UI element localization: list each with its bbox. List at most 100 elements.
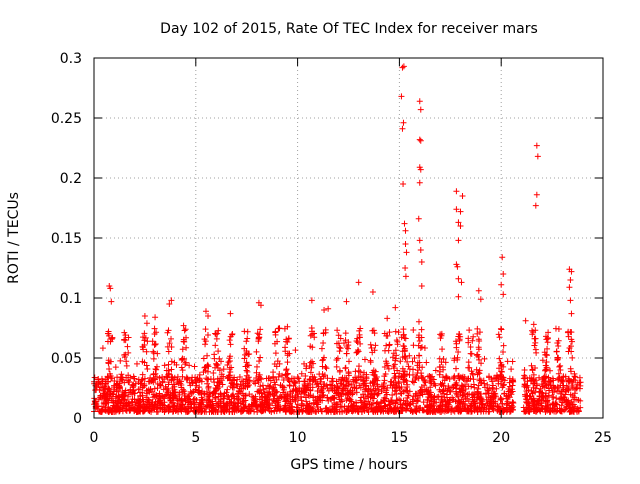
- data-point: [560, 382, 567, 389]
- data-point: [182, 326, 189, 333]
- data-point: [136, 389, 143, 396]
- data-point: [560, 373, 567, 380]
- data-point: [455, 275, 462, 282]
- data-point: [215, 327, 222, 334]
- data-point: [384, 315, 391, 322]
- data-point: [171, 383, 178, 390]
- data-point: [190, 396, 197, 403]
- data-point: [151, 385, 158, 392]
- data-point: [135, 405, 142, 412]
- data-point: [212, 331, 219, 338]
- data-point: [406, 352, 413, 359]
- data-point: [186, 362, 193, 369]
- data-point: [176, 402, 183, 409]
- data-point: [488, 392, 495, 399]
- data-point: [554, 339, 561, 346]
- data-point: [233, 393, 240, 400]
- data-point: [253, 403, 260, 410]
- data-point: [121, 392, 128, 399]
- data-point: [257, 302, 264, 309]
- data-point: [341, 374, 348, 381]
- data-point: [415, 318, 422, 325]
- data-point: [504, 358, 511, 365]
- data-point: [472, 400, 479, 407]
- data-point: [522, 408, 529, 415]
- data-point: [109, 334, 116, 341]
- data-point: [457, 407, 464, 414]
- data-point: [329, 382, 336, 389]
- data-point: [108, 298, 115, 305]
- data-point: [345, 345, 352, 352]
- data-point: [418, 283, 425, 289]
- data-point: [113, 402, 120, 409]
- data-point: [392, 357, 399, 364]
- data-point: [128, 398, 135, 405]
- data-point: [102, 394, 109, 401]
- x-tick-label: 10: [289, 430, 307, 446]
- data-point: [139, 371, 146, 378]
- data-point: [170, 376, 177, 383]
- data-point: [144, 366, 151, 373]
- data-point: [143, 320, 150, 327]
- data-point: [165, 348, 172, 355]
- data-point: [396, 396, 403, 403]
- data-point: [440, 355, 447, 362]
- data-point: [456, 330, 463, 337]
- data-point: [311, 334, 318, 341]
- data-point: [157, 405, 164, 412]
- data-point: [392, 304, 399, 311]
- data-point: [397, 401, 404, 408]
- data-point: [355, 363, 362, 370]
- data-point: [345, 368, 352, 375]
- data-point: [567, 277, 574, 283]
- data-point: [572, 403, 579, 410]
- data-point: [202, 338, 209, 345]
- data-point: [495, 380, 502, 387]
- data-point: [192, 386, 199, 393]
- data-point: [319, 363, 326, 370]
- data-point: [391, 365, 398, 372]
- data-point: [213, 335, 220, 342]
- data-point: [465, 339, 472, 346]
- data-point: [299, 400, 306, 407]
- data-point: [246, 408, 253, 415]
- data-point: [499, 254, 506, 261]
- data-point: [360, 380, 367, 387]
- data-point: [264, 400, 271, 407]
- data-point: [533, 401, 540, 408]
- data-point: [563, 388, 570, 395]
- data-point: [536, 388, 543, 395]
- data-point: [410, 400, 417, 407]
- data-point: [258, 376, 265, 383]
- data-point: [526, 404, 533, 411]
- data-point: [266, 389, 273, 396]
- data-point: [568, 310, 575, 317]
- data-point: [562, 406, 569, 413]
- data-point: [349, 391, 356, 398]
- data-point: [266, 405, 273, 412]
- data-point: [295, 395, 302, 402]
- data-point: [139, 334, 146, 341]
- data-point: [500, 381, 507, 388]
- data-point: [447, 388, 454, 395]
- data-point: [497, 359, 504, 366]
- data-point: [436, 403, 443, 410]
- data-point: [382, 402, 389, 409]
- data-point: [276, 371, 283, 378]
- data-point: [355, 279, 362, 286]
- data-point: [194, 376, 201, 383]
- data-point: [218, 407, 225, 414]
- data-point: [342, 330, 349, 337]
- data-point: [169, 390, 176, 397]
- data-point: [417, 247, 424, 253]
- data-point: [261, 389, 268, 396]
- data-point: [335, 340, 342, 347]
- data-point: [439, 346, 446, 353]
- data-point: [121, 379, 128, 386]
- data-point: [179, 401, 186, 408]
- data-point: [198, 378, 205, 385]
- data-point: [182, 361, 189, 368]
- data-point: [469, 371, 476, 378]
- data-point: [531, 342, 538, 349]
- data-point: [417, 106, 424, 113]
